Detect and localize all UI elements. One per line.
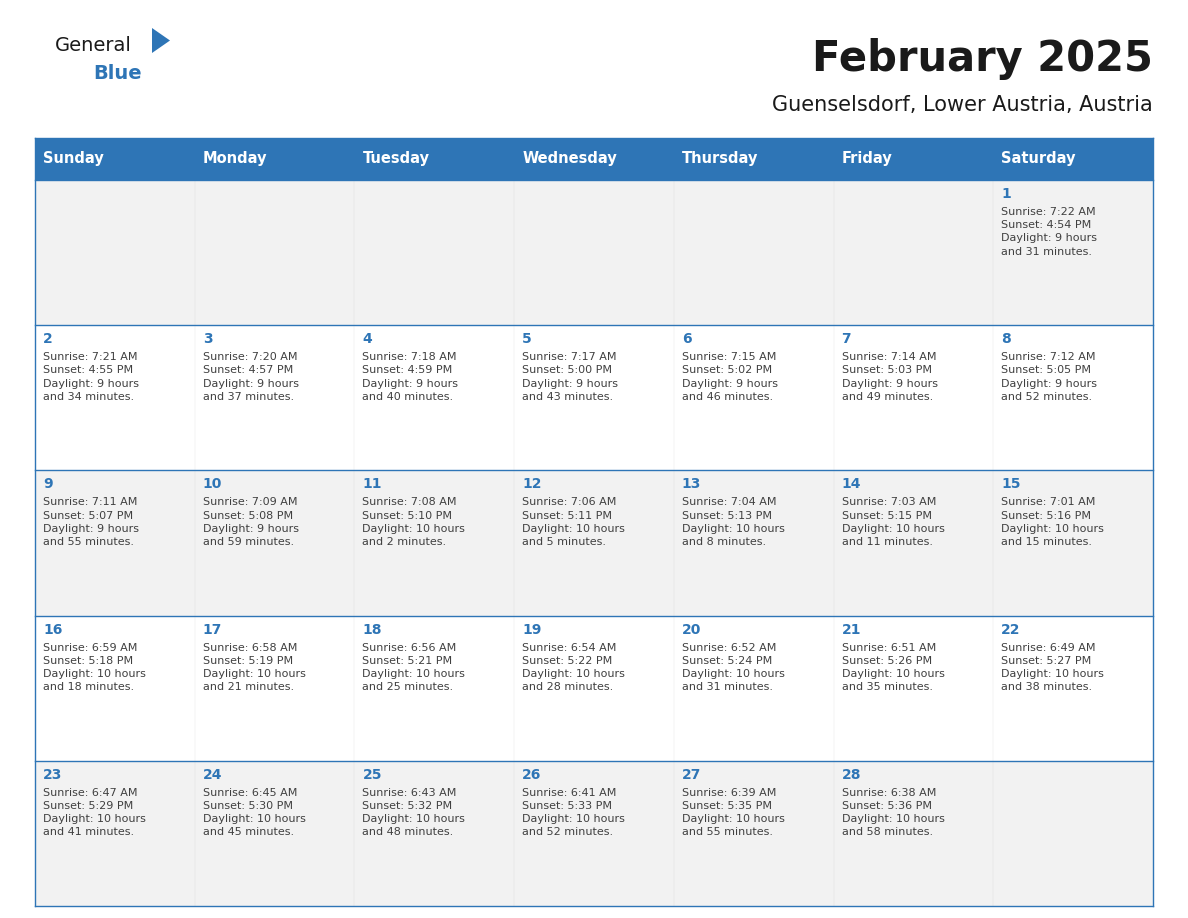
Text: 4: 4: [362, 332, 372, 346]
Text: Sunrise: 7:17 AM
Sunset: 5:00 PM
Daylight: 9 hours
and 43 minutes.: Sunrise: 7:17 AM Sunset: 5:00 PM Dayligh…: [523, 353, 618, 402]
Bar: [34, 470, 1154, 616]
Bar: [34, 180, 1154, 325]
Text: 23: 23: [43, 767, 62, 782]
Text: Sunrise: 7:04 AM
Sunset: 5:13 PM
Daylight: 10 hours
and 8 minutes.: Sunrise: 7:04 AM Sunset: 5:13 PM Dayligh…: [682, 498, 785, 547]
Text: Sunrise: 7:14 AM
Sunset: 5:03 PM
Daylight: 9 hours
and 49 minutes.: Sunrise: 7:14 AM Sunset: 5:03 PM Dayligh…: [841, 353, 937, 402]
Text: 14: 14: [841, 477, 861, 491]
Text: Sunrise: 7:08 AM
Sunset: 5:10 PM
Daylight: 10 hours
and 2 minutes.: Sunrise: 7:08 AM Sunset: 5:10 PM Dayligh…: [362, 498, 466, 547]
Text: 1: 1: [1001, 187, 1011, 201]
Text: 18: 18: [362, 622, 381, 636]
Text: 27: 27: [682, 767, 701, 782]
Text: Friday: Friday: [841, 151, 892, 166]
Text: 3: 3: [203, 332, 213, 346]
Text: 26: 26: [523, 767, 542, 782]
Text: Guenselsdorf, Lower Austria, Austria: Guenselsdorf, Lower Austria, Austria: [772, 95, 1154, 115]
Text: 10: 10: [203, 477, 222, 491]
Bar: [34, 761, 1154, 906]
Text: Sunrise: 6:59 AM
Sunset: 5:18 PM
Daylight: 10 hours
and 18 minutes.: Sunrise: 6:59 AM Sunset: 5:18 PM Dayligh…: [43, 643, 146, 692]
Text: Monday: Monday: [203, 151, 267, 166]
Text: Wednesday: Wednesday: [523, 151, 617, 166]
Text: Sunrise: 7:15 AM
Sunset: 5:02 PM
Daylight: 9 hours
and 46 minutes.: Sunrise: 7:15 AM Sunset: 5:02 PM Dayligh…: [682, 353, 778, 402]
Text: Sunrise: 6:56 AM
Sunset: 5:21 PM
Daylight: 10 hours
and 25 minutes.: Sunrise: 6:56 AM Sunset: 5:21 PM Dayligh…: [362, 643, 466, 692]
Text: 21: 21: [841, 622, 861, 636]
Text: 5: 5: [523, 332, 532, 346]
Text: Thursday: Thursday: [682, 151, 758, 166]
Text: Sunrise: 7:09 AM
Sunset: 5:08 PM
Daylight: 9 hours
and 59 minutes.: Sunrise: 7:09 AM Sunset: 5:08 PM Dayligh…: [203, 498, 298, 547]
Text: Sunrise: 7:12 AM
Sunset: 5:05 PM
Daylight: 9 hours
and 52 minutes.: Sunrise: 7:12 AM Sunset: 5:05 PM Dayligh…: [1001, 353, 1098, 402]
Text: Sunrise: 6:41 AM
Sunset: 5:33 PM
Daylight: 10 hours
and 52 minutes.: Sunrise: 6:41 AM Sunset: 5:33 PM Dayligh…: [523, 788, 625, 837]
Text: 22: 22: [1001, 622, 1020, 636]
Text: Sunrise: 6:45 AM
Sunset: 5:30 PM
Daylight: 10 hours
and 45 minutes.: Sunrise: 6:45 AM Sunset: 5:30 PM Dayligh…: [203, 788, 305, 837]
Text: 8: 8: [1001, 332, 1011, 346]
Text: 19: 19: [523, 622, 542, 636]
Text: Sunrise: 6:54 AM
Sunset: 5:22 PM
Daylight: 10 hours
and 28 minutes.: Sunrise: 6:54 AM Sunset: 5:22 PM Dayligh…: [523, 643, 625, 692]
Text: Sunrise: 6:52 AM
Sunset: 5:24 PM
Daylight: 10 hours
and 31 minutes.: Sunrise: 6:52 AM Sunset: 5:24 PM Dayligh…: [682, 643, 785, 692]
Bar: [34, 138, 1154, 180]
Text: 2: 2: [43, 332, 52, 346]
Text: February 2025: February 2025: [813, 38, 1154, 80]
Text: 20: 20: [682, 622, 701, 636]
Text: 7: 7: [841, 332, 851, 346]
Bar: [34, 616, 1154, 761]
Text: 28: 28: [841, 767, 861, 782]
Text: Sunrise: 7:11 AM
Sunset: 5:07 PM
Daylight: 9 hours
and 55 minutes.: Sunrise: 7:11 AM Sunset: 5:07 PM Dayligh…: [43, 498, 139, 547]
Text: Sunrise: 6:47 AM
Sunset: 5:29 PM
Daylight: 10 hours
and 41 minutes.: Sunrise: 6:47 AM Sunset: 5:29 PM Dayligh…: [43, 788, 146, 837]
Text: Sunday: Sunday: [43, 151, 103, 166]
Text: 11: 11: [362, 477, 381, 491]
Text: 25: 25: [362, 767, 381, 782]
Bar: [34, 325, 1154, 470]
Text: Sunrise: 7:06 AM
Sunset: 5:11 PM
Daylight: 10 hours
and 5 minutes.: Sunrise: 7:06 AM Sunset: 5:11 PM Dayligh…: [523, 498, 625, 547]
Text: 12: 12: [523, 477, 542, 491]
Text: 16: 16: [43, 622, 62, 636]
Text: Sunrise: 6:38 AM
Sunset: 5:36 PM
Daylight: 10 hours
and 58 minutes.: Sunrise: 6:38 AM Sunset: 5:36 PM Dayligh…: [841, 788, 944, 837]
Text: Sunrise: 6:58 AM
Sunset: 5:19 PM
Daylight: 10 hours
and 21 minutes.: Sunrise: 6:58 AM Sunset: 5:19 PM Dayligh…: [203, 643, 305, 692]
Text: Sunrise: 7:03 AM
Sunset: 5:15 PM
Daylight: 10 hours
and 11 minutes.: Sunrise: 7:03 AM Sunset: 5:15 PM Dayligh…: [841, 498, 944, 547]
Text: General: General: [55, 36, 132, 55]
Text: 15: 15: [1001, 477, 1020, 491]
Text: 17: 17: [203, 622, 222, 636]
Text: Blue: Blue: [93, 64, 141, 83]
Text: 24: 24: [203, 767, 222, 782]
Text: Sunrise: 7:21 AM
Sunset: 4:55 PM
Daylight: 9 hours
and 34 minutes.: Sunrise: 7:21 AM Sunset: 4:55 PM Dayligh…: [43, 353, 139, 402]
Text: Sunrise: 6:43 AM
Sunset: 5:32 PM
Daylight: 10 hours
and 48 minutes.: Sunrise: 6:43 AM Sunset: 5:32 PM Dayligh…: [362, 788, 466, 837]
Text: Sunrise: 6:49 AM
Sunset: 5:27 PM
Daylight: 10 hours
and 38 minutes.: Sunrise: 6:49 AM Sunset: 5:27 PM Dayligh…: [1001, 643, 1104, 692]
Text: 9: 9: [43, 477, 52, 491]
Text: Saturday: Saturday: [1001, 151, 1076, 166]
Polygon shape: [152, 28, 170, 53]
Text: 13: 13: [682, 477, 701, 491]
Text: Sunrise: 7:01 AM
Sunset: 5:16 PM
Daylight: 10 hours
and 15 minutes.: Sunrise: 7:01 AM Sunset: 5:16 PM Dayligh…: [1001, 498, 1104, 547]
Text: Sunrise: 6:51 AM
Sunset: 5:26 PM
Daylight: 10 hours
and 35 minutes.: Sunrise: 6:51 AM Sunset: 5:26 PM Dayligh…: [841, 643, 944, 692]
Text: Sunrise: 6:39 AM
Sunset: 5:35 PM
Daylight: 10 hours
and 55 minutes.: Sunrise: 6:39 AM Sunset: 5:35 PM Dayligh…: [682, 788, 785, 837]
Text: Sunrise: 7:22 AM
Sunset: 4:54 PM
Daylight: 9 hours
and 31 minutes.: Sunrise: 7:22 AM Sunset: 4:54 PM Dayligh…: [1001, 207, 1098, 257]
Text: 6: 6: [682, 332, 691, 346]
Text: Sunrise: 7:18 AM
Sunset: 4:59 PM
Daylight: 9 hours
and 40 minutes.: Sunrise: 7:18 AM Sunset: 4:59 PM Dayligh…: [362, 353, 459, 402]
Text: Sunrise: 7:20 AM
Sunset: 4:57 PM
Daylight: 9 hours
and 37 minutes.: Sunrise: 7:20 AM Sunset: 4:57 PM Dayligh…: [203, 353, 298, 402]
Text: Tuesday: Tuesday: [362, 151, 429, 166]
